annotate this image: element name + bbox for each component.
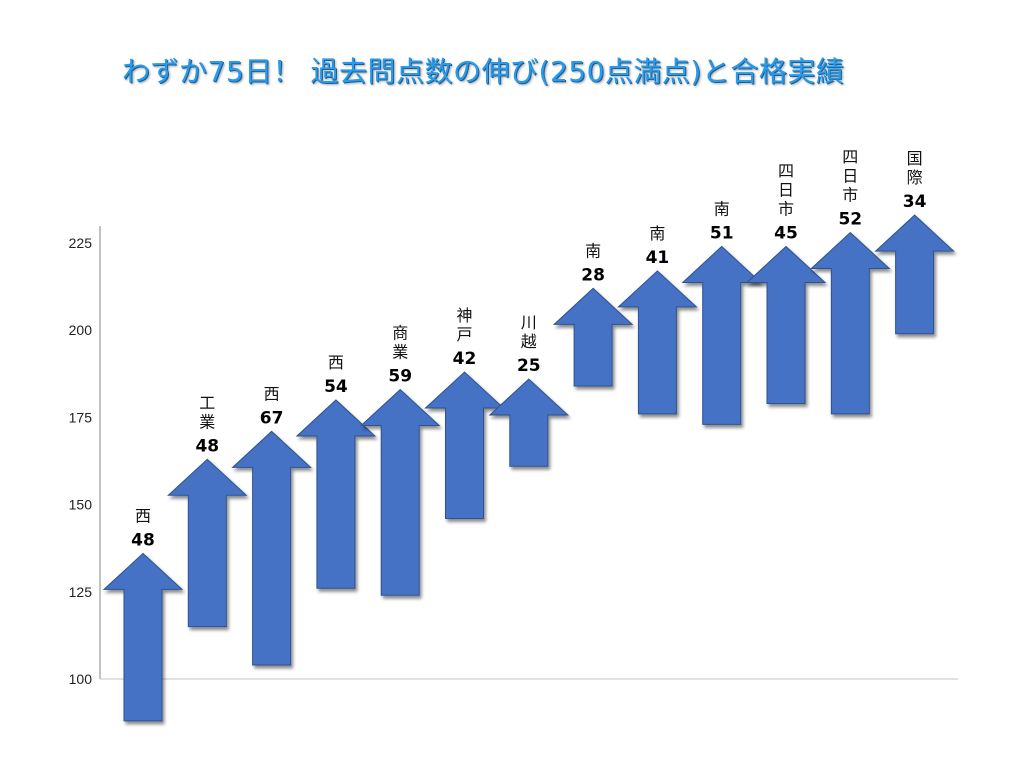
- school-label: 工: [199, 393, 215, 412]
- school-label: 南: [585, 241, 601, 260]
- school-label: 神: [456, 306, 472, 325]
- school-label: 南: [714, 199, 730, 218]
- gain-label: 42: [453, 349, 477, 369]
- school-label: 川: [521, 313, 537, 332]
- school-label: 商: [392, 323, 408, 342]
- school-label: 四: [842, 148, 858, 167]
- arrow-bar: [295, 399, 377, 589]
- y-tick-label: 125: [69, 584, 93, 600]
- gain-label: 52: [838, 210, 862, 230]
- y-tick-label: 175: [69, 409, 93, 425]
- gain-label: 54: [324, 377, 348, 397]
- arrow-bar: [102, 552, 184, 722]
- gain-label: 41: [646, 248, 670, 268]
- school-label: 日: [778, 180, 794, 199]
- arrow-bar: [874, 214, 955, 335]
- arrow-bar: [745, 245, 827, 404]
- school-label: 西: [264, 384, 280, 403]
- arrow-bar: [424, 371, 505, 520]
- arrow-bar: [810, 231, 891, 415]
- gain-label: 34: [903, 192, 927, 212]
- gain-label: 48: [131, 530, 155, 550]
- chart-title: わずか75日！ 過去問点数の伸び(250点満点)と合格実績: [122, 55, 845, 88]
- school-label: 市: [778, 199, 794, 218]
- arrow-bar: [231, 430, 312, 666]
- school-label: 日: [842, 167, 858, 186]
- gain-label: 45: [774, 223, 798, 243]
- school-label: 四: [778, 161, 794, 180]
- y-tick-label: 150: [69, 497, 93, 513]
- y-tick-label: 200: [69, 322, 93, 338]
- gain-label: 67: [260, 408, 284, 428]
- school-label: 業: [199, 412, 215, 431]
- school-label: 戸: [456, 325, 472, 344]
- gain-label: 51: [710, 223, 734, 243]
- y-tick-label: 225: [69, 235, 93, 251]
- gain-label: 25: [517, 356, 541, 376]
- y-tick-label: 100: [69, 671, 93, 687]
- arrow-bar: [488, 378, 570, 467]
- school-label: 西: [328, 353, 344, 372]
- school-label: 際: [907, 168, 923, 187]
- school-label: 国: [907, 149, 923, 168]
- arrow-bar: [167, 458, 248, 628]
- school-label: 南: [649, 224, 665, 243]
- arrow-bar: [359, 388, 441, 596]
- gain-label: 48: [195, 436, 219, 456]
- school-label: 市: [842, 186, 858, 205]
- arrow-bar: [681, 245, 762, 425]
- gain-label: 28: [581, 265, 605, 285]
- school-label: 西: [135, 506, 151, 525]
- gain-label: 59: [388, 366, 412, 386]
- arrow-bar: [617, 270, 698, 415]
- school-label: 業: [392, 342, 408, 361]
- school-label: 越: [521, 332, 537, 351]
- arrow-bar: [552, 287, 634, 387]
